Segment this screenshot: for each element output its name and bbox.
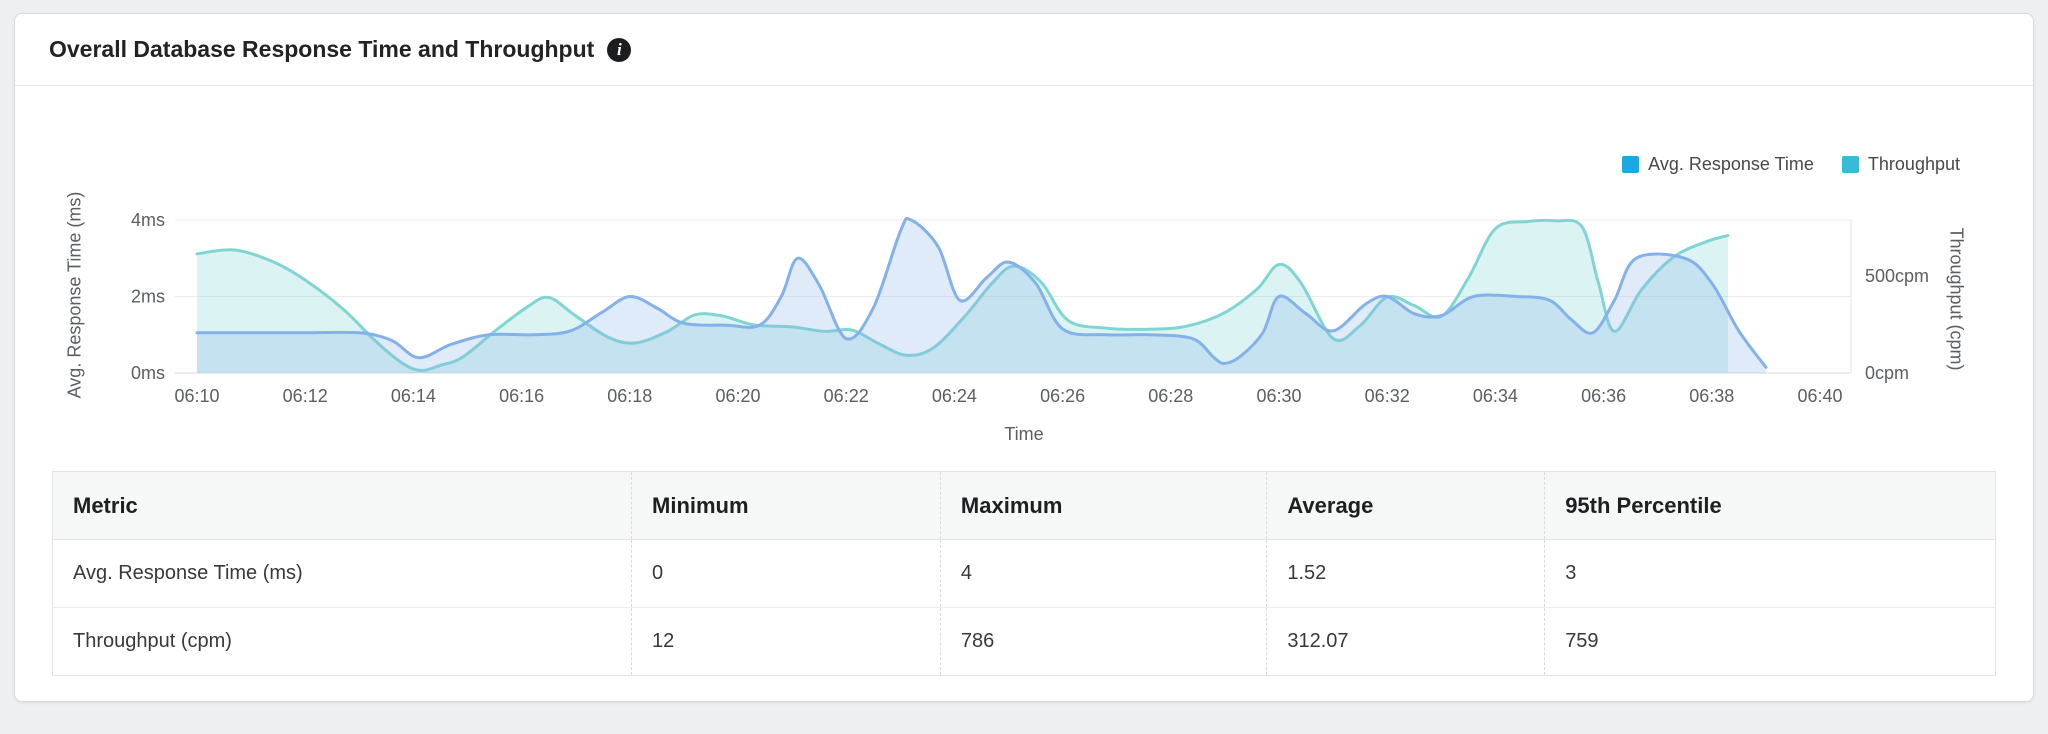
card-header: Overall Database Response Time and Throu… [15,14,2033,86]
right-axis-tick: 0cpm [1865,363,1909,383]
chart-section: Avg. Response Time Throughput 0ms 2ms 4ms 0… [15,86,2033,461]
column-header-95th: 95th Percentile [1544,471,1996,540]
cell-metric: Throughput (cpm) [52,607,632,676]
legend-label: Throughput [1867,154,1960,174]
series-area-avg-response-time [197,218,1766,373]
summary-table: Metric Minimum Maximum Average 95th Perc… [52,471,1996,676]
x-tick-label: 06:18 [607,386,652,406]
x-tick-label: 06:40 [1797,386,1842,406]
x-tick-label: 06:26 [1040,386,1085,406]
column-header-metric: Metric [52,471,632,540]
x-tick-label: 06:14 [391,386,436,406]
column-header-minimum: Minimum [631,471,941,540]
cell-avg: 312.07 [1266,607,1545,676]
left-axis-tick: 2ms [131,287,165,307]
series-line-avg-response-time [195,217,1768,369]
column-header-maximum: Maximum [939,471,1267,540]
x-tick-label: 06:28 [1148,386,1193,406]
legend-item-response-time[interactable]: Avg. Response Time [1622,154,1814,175]
x-axis-label: Time [1004,424,1044,444]
cell-min: 12 [631,607,941,676]
legend-swatch [1622,156,1640,173]
cell-p95: 3 [1544,539,1996,608]
x-tick-label: 06:30 [1256,386,1301,406]
x-tick-label: 06:16 [499,386,544,406]
x-tick-label: 06:10 [174,386,219,406]
table-header-row: Metric Minimum Maximum Average 95th Perc… [52,471,1996,540]
x-tick-label: 06:36 [1581,386,1626,406]
chart-card: Overall Database Response Time and Throu… [14,13,2034,702]
cell-max: 786 [939,607,1267,676]
series-line-throughput [195,218,1730,373]
x-tick-label: 06:12 [283,386,328,406]
x-tick-label: 06:34 [1473,386,1518,406]
series-area-throughput [197,220,1728,373]
chart-svg: 0ms 2ms 4ms 0cpm 500cpm 06:10 06:12 06:14 06:16 0… [131,210,1929,406]
column-header-average: Average [1266,471,1545,540]
info-icon[interactable]: i [607,37,632,62]
cell-avg: 1.52 [1266,539,1545,608]
y-axis-label-left: Avg. Response Time (ms) [64,191,85,399]
left-axis-tick: 4ms [131,210,165,230]
cell-metric: Avg. Response Time (ms) [52,539,632,608]
cell-p95: 759 [1544,607,1996,676]
x-tick-label: 06:20 [715,386,760,406]
right-axis-tick: 500cpm [1865,266,1929,286]
legend-label: Avg. Response Time [1648,154,1814,174]
cell-min: 0 [631,539,941,608]
table-row-throughput: Throughput (cpm) 12 786 312.07 759 [52,607,1996,676]
y-axis-label-right: Throughput (cpm) [1946,227,1967,371]
legend-swatch [1841,156,1859,173]
x-tick-label: 06:24 [932,386,977,406]
table-row-response-time: Avg. Response Time (ms) 0 4 1.52 3 [52,539,1996,608]
left-axis-tick: 0ms [131,363,165,383]
card-title: Overall Database Response Time and Throu… [49,36,595,62]
x-tick-label: 06:22 [824,386,869,406]
cell-max: 4 [939,539,1267,608]
legend-item-throughput[interactable]: Throughput [1841,154,1960,175]
chart-legend: Avg. Response Time Throughput [1622,154,1960,175]
x-tick-label: 06:32 [1365,386,1410,406]
x-tick-label: 06:38 [1689,386,1734,406]
